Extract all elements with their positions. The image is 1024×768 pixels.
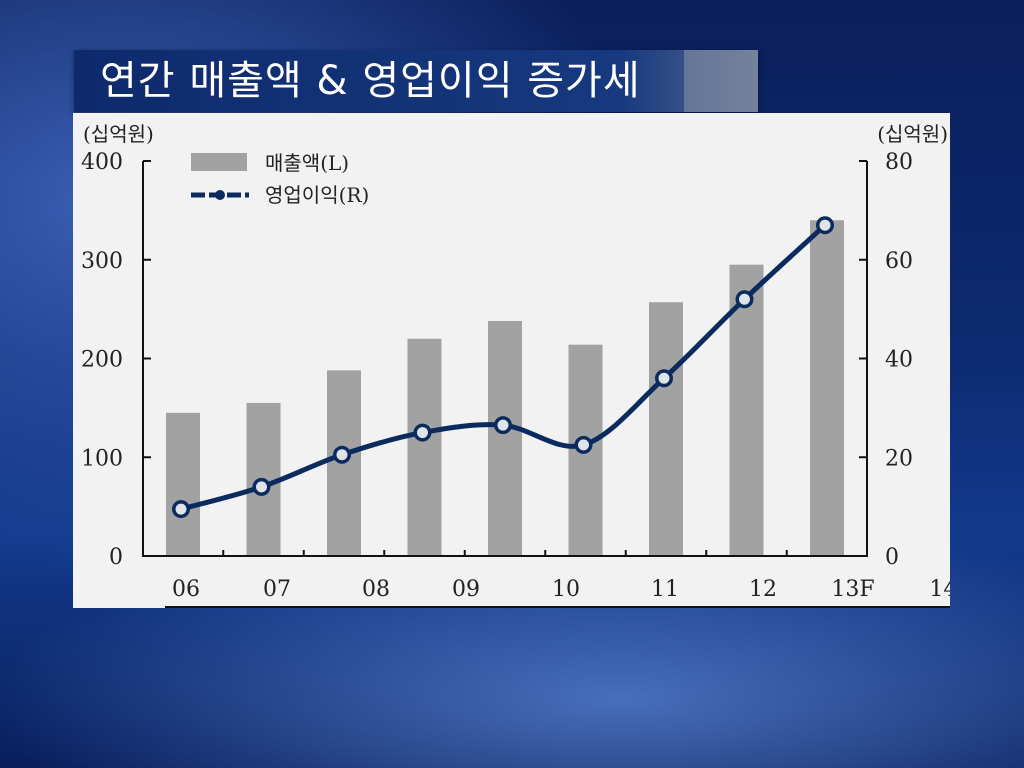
chart-panel: 0 100 200 300 400 0 20 40 60 80 06 07 08 09 10 11 12 13F 1… [73,113,973,608]
right-tick-label-40: 40 [885,348,913,373]
x-tick-label-14F: 14F [929,577,950,602]
x-tick-label-13F: 13F [831,577,874,602]
bar-06 [166,412,200,556]
bar-10 [488,320,522,556]
legend-line-label: 영업이익(R) [265,183,369,207]
legend-line-marker [215,190,225,200]
x-tick-label-08: 08 [362,577,390,602]
left-axis-unit: (십억원) [83,122,154,146]
point-12 [658,372,670,384]
axes-layer [142,160,950,608]
left-tick-label-300: 300 [81,249,123,274]
bar-13F [729,264,764,556]
left-tick-label-100: 100 [81,446,123,471]
x-tick-label-09: 09 [452,577,480,602]
point-11 [578,439,589,451]
point-10 [497,419,509,431]
line-layer [172,216,834,519]
x-tick-label-06: 06 [172,577,200,602]
title-accent-box [684,50,758,112]
title-bar: 연간 매출액 & 영업이익 증가세 [74,50,758,112]
point-08 [336,449,348,461]
right-tick-label-60: 60 [885,249,913,274]
right-tick-label-20: 20 [885,446,913,471]
right-tick-label-80: 80 [885,150,913,175]
point-14F [819,219,831,231]
x-tick-label-11: 11 [651,577,679,602]
bar-14F [810,220,844,556]
x-tick-label-10: 10 [552,577,580,602]
legend-bar-label: 매출액(L) [265,151,349,175]
right-tick-label-0: 0 [885,545,899,570]
x-tick-label-12: 12 [749,577,777,602]
point-09 [417,427,428,439]
point-07 [256,481,267,493]
legend-bar-swatch [191,153,247,171]
left-tick-label-400: 400 [81,150,123,175]
chart: 0 100 200 300 400 0 20 40 60 80 06 07 08 09 10 11 12 13F 1… [81,122,973,608]
bar-12 [649,302,683,556]
legend: 매출액(L) 영업이익(R) [191,151,369,207]
bar-09 [407,338,442,556]
left-tick-label-0: 0 [109,545,123,570]
left-tick-label-200: 200 [81,348,123,373]
right-axis-unit: (십억원) [877,122,948,146]
slide-title: 연간 매출액 & 영업이익 증가세 [100,58,641,104]
bars-layer [166,220,844,556]
point-13F [739,293,750,305]
point-06 [175,503,187,515]
x-tick-label-07: 07 [263,577,291,602]
